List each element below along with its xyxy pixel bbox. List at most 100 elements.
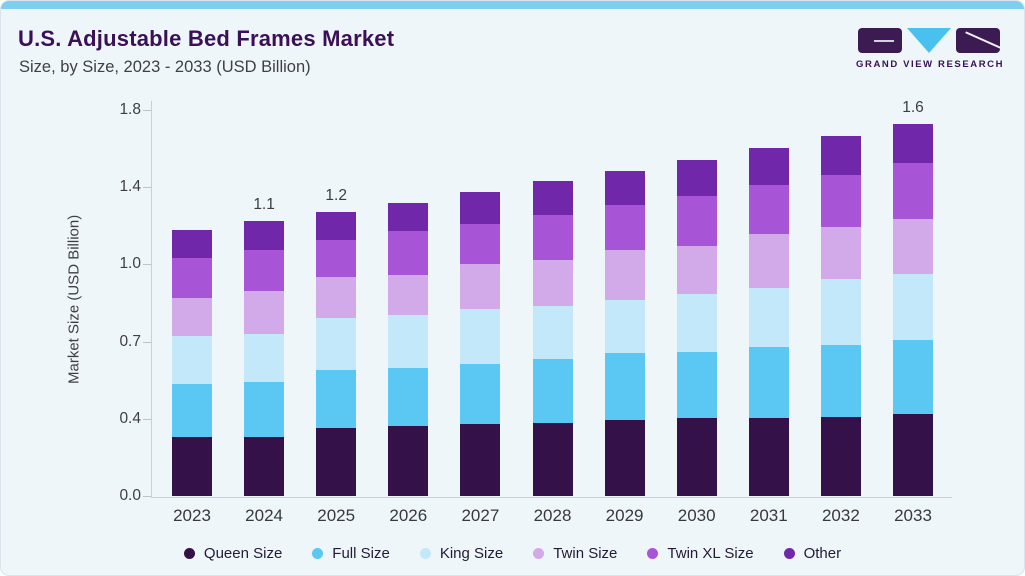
legend-item-twin-size: Twin Size [533, 545, 617, 562]
y-tick-mark [143, 341, 151, 343]
bar-segment-twin-size-2032 [820, 226, 861, 279]
logo-v-triangle-icon [907, 28, 951, 53]
legend-dot-icon [647, 548, 659, 559]
x-tick-label-2029: 2029 [605, 506, 644, 525]
y-tick-label-1.0: 1.0 [119, 255, 141, 273]
page-subtitle: Size, by Size, 2023 - 2033 (USD Billion) [19, 58, 311, 76]
bar-segment-twin-xl-size-2033 [893, 162, 933, 219]
bar-segment-queen-size-2030 [676, 418, 717, 496]
bar-segment-other-2026 [388, 202, 429, 231]
bar-segment-twin-size-2024 [244, 291, 285, 334]
bar-segment-twin-xl-size-2028 [532, 214, 573, 260]
x-tick-label-2031: 2031 [749, 506, 788, 525]
bar-segment-twin-size-2026 [388, 275, 429, 315]
bar-segment-twin-xl-size-2026 [388, 230, 429, 276]
bar-segment-king-size-2033 [893, 274, 933, 341]
bar-segment-other-2032 [820, 136, 861, 175]
bar-segment-twin-xl-size-2032 [820, 174, 861, 227]
bar-segment-queen-size-2029 [604, 420, 645, 496]
bar-segment-full-size-2023 [172, 384, 212, 437]
bar-total-label-2033: 1.6 [902, 99, 924, 117]
legend-label: Twin Size [553, 545, 618, 562]
bar-segment-twin-size-2029 [604, 250, 645, 301]
bar-segment-queen-size-2023 [172, 436, 212, 496]
x-tick-label-2033: 2033 [894, 506, 932, 525]
y-tick-label-0.0: 0.0 [119, 487, 141, 504]
x-tick-label-2025: 2025 [317, 506, 356, 525]
legend-dot-icon [533, 548, 545, 559]
bar-segment-twin-xl-size-2027 [460, 223, 501, 265]
bar-segment-king-size-2027 [460, 309, 501, 365]
logo-r-icon [956, 28, 1000, 53]
bar-segment-other-2030 [676, 160, 717, 196]
bar-segment-twin-size-2030 [676, 245, 717, 294]
bar-segment-twin-size-2033 [893, 218, 933, 275]
bar-segment-queen-size-2025 [316, 427, 357, 496]
bar-segment-full-size-2024 [244, 381, 285, 437]
y-tick-label-1.4: 1.4 [119, 178, 141, 196]
bar-segment-other-2025 [316, 211, 357, 241]
top-accent-bar [1, 1, 1024, 9]
bar-segment-full-size-2031 [748, 347, 789, 418]
legend-dot-icon [419, 548, 431, 559]
bar-segment-king-size-2032 [820, 278, 861, 346]
bar-segment-queen-size-2026 [388, 426, 429, 496]
y-tick-label-0.7: 0.7 [119, 332, 141, 350]
bar-segment-queen-size-2031 [748, 417, 789, 496]
bar-segment-king-size-2024 [244, 333, 285, 382]
legend-item-full-size: Full Size [312, 545, 390, 562]
legend-label: Twin XL Size [667, 545, 754, 562]
bar-segment-king-size-2023 [172, 336, 212, 385]
bar-segment-other-2033 [893, 124, 933, 163]
bar-segment-other-2023 [172, 230, 212, 259]
bar-segment-twin-xl-size-2029 [604, 205, 645, 251]
legend-dot-icon [183, 548, 195, 559]
y-tick-label-1.8: 1.8 [119, 101, 141, 118]
x-tick-label-2027: 2027 [461, 506, 500, 525]
page-title: U.S. Adjustable Bed Frames Market [18, 26, 395, 51]
legend-item-twin-xl-size: Twin XL Size [647, 545, 754, 562]
y-axis-title: Market Size (USD Billion) [65, 214, 83, 384]
bar-segment-king-size-2025 [316, 317, 357, 371]
gvr-logo-marks [856, 28, 1002, 54]
bar-segment-queen-size-2027 [460, 423, 501, 496]
bar-segment-full-size-2028 [532, 359, 573, 423]
legend-item-queen-size: Queen Size [183, 545, 283, 562]
y-tick-mark [143, 418, 151, 420]
legend-label: Queen Size [203, 545, 283, 562]
bar-segment-other-2029 [604, 170, 645, 206]
bar-segment-full-size-2033 [893, 340, 933, 414]
legend-dot-icon [312, 548, 324, 559]
bar-segment-king-size-2026 [388, 314, 429, 368]
x-tick-label-2032: 2032 [821, 506, 860, 525]
bar-segment-twin-xl-size-2025 [316, 240, 357, 277]
x-tick-label-2026: 2026 [389, 506, 428, 525]
y-tick-mark [143, 187, 151, 189]
bar-segment-full-size-2030 [676, 352, 717, 419]
x-tick-label-2030: 2030 [677, 506, 716, 525]
bar-segment-full-size-2026 [388, 367, 429, 427]
legend-label: King Size [439, 545, 504, 562]
legend-label: Other [803, 545, 842, 562]
logo-wordmark: GRAND VIEW RESEARCH [856, 59, 1005, 70]
y-tick-mark [143, 264, 151, 266]
bar-segment-twin-xl-size-2030 [676, 195, 717, 246]
bar-segment-queen-size-2024 [244, 436, 285, 496]
legend-item-king-size: King Size [419, 545, 504, 562]
bar-segment-other-2024 [244, 220, 285, 251]
bar-segment-full-size-2032 [820, 345, 861, 417]
bar-segment-other-2031 [748, 148, 789, 186]
x-tick-label-2023: 2023 [173, 506, 211, 525]
bar-segment-twin-size-2025 [316, 276, 357, 318]
bar-segment-twin-size-2028 [532, 259, 573, 307]
bar-segment-king-size-2031 [748, 287, 789, 347]
x-tick-label-2024: 2024 [245, 506, 283, 525]
bar-segment-twin-size-2031 [748, 234, 789, 288]
bar-segment-twin-xl-size-2023 [172, 258, 212, 298]
logo-g-icon [858, 28, 902, 53]
bar-total-label-2025: 1.2 [325, 186, 347, 204]
bar-segment-queen-size-2028 [532, 422, 573, 496]
bar-segment-twin-size-2023 [172, 297, 212, 337]
y-tick-label-0.4: 0.4 [119, 409, 141, 427]
